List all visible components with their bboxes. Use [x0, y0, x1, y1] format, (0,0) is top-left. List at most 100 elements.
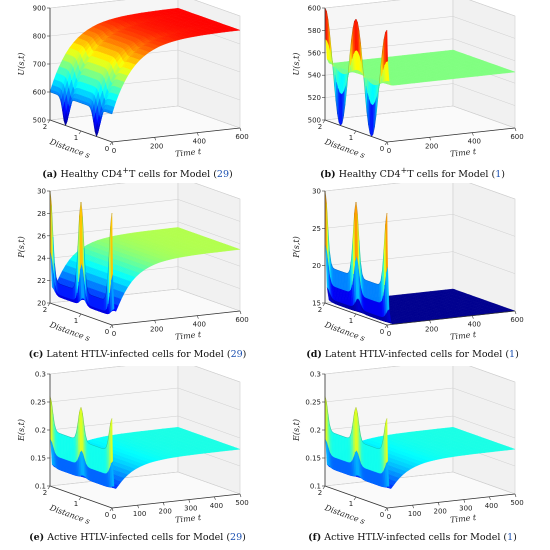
- s-tick-label: 2: [43, 306, 47, 314]
- s-tick: [353, 130, 357, 135]
- z-gridline: [324, 0, 516, 17]
- s-axis-label: Distance s: [323, 320, 367, 343]
- surface-plot: 5005205405605806000200400600012U(s,t)Tim…: [292, 0, 524, 160]
- z-gridline: [49, 199, 241, 222]
- z-tick-label: 25: [312, 225, 321, 233]
- surface-patch: [110, 212, 113, 280]
- t-axis-label: Time t: [450, 147, 478, 159]
- surface-mesh: [324, 190, 516, 325]
- s-axis-label: Distance s: [323, 137, 367, 160]
- z-gridline: [49, 387, 241, 411]
- back-wall-right: [177, 366, 241, 495]
- s-tick-label: 2: [43, 123, 47, 131]
- model-reference-link[interactable]: 1: [509, 349, 516, 360]
- t-tick: [514, 310, 517, 315]
- s-tick: [78, 130, 82, 135]
- s-axis-label: Distance s: [48, 320, 92, 343]
- z-gridline: [324, 38, 516, 62]
- z-tick-label: 500: [308, 117, 321, 125]
- t-tick: [111, 141, 114, 146]
- caption-text: Latent HTLV-infected cells for Model (: [324, 349, 510, 360]
- initial-profile-curve: [324, 7, 388, 137]
- panel-label: (b): [320, 169, 336, 181]
- model-reference-link[interactable]: 29: [230, 349, 243, 360]
- s-tick: [109, 324, 113, 329]
- plot-box: 0.10.150.20.250.30 100 200 300 400 500012E(s,…: [17, 366, 249, 526]
- t-tick: [386, 141, 389, 146]
- caption-text: Latent HTLV-infected cells for Model (: [46, 349, 231, 360]
- back-wall-right: [452, 183, 516, 312]
- caption-superscript: +: [400, 166, 408, 175]
- surface-plot: 0.10.150.20.250.30 100 200 300 400 500012E(s,…: [17, 366, 249, 526]
- s-tick: [353, 313, 357, 318]
- z-tick-label: 20: [37, 300, 46, 308]
- t-tick: [472, 315, 474, 319]
- t-tick: [154, 320, 156, 324]
- s-tick: [109, 141, 113, 146]
- caption-tail: T cells for Model (: [407, 169, 496, 181]
- figure-caption: (b) Healthy CD4+T cells for Model (1): [275, 166, 550, 180]
- z-gridline: [49, 366, 241, 383]
- z-tick-label: 500: [33, 117, 46, 125]
- initial-profile-curve: [49, 190, 113, 300]
- z-tick-label: 700: [33, 61, 46, 69]
- z-axis-label: U(s,t): [17, 53, 26, 76]
- s-tick-label: 2: [318, 123, 322, 131]
- s-tick-label: 1: [74, 134, 78, 142]
- initial-profile-curve: [324, 190, 388, 285]
- z-tick-label: 520: [308, 94, 321, 102]
- model-reference-link[interactable]: 1: [495, 169, 502, 181]
- t-tick: [239, 127, 242, 132]
- s-tick: [78, 313, 82, 318]
- z-tick-label: 580: [308, 27, 321, 35]
- z-gridline: [49, 183, 241, 200]
- s-tick-label: 0: [105, 145, 109, 153]
- t-tick: [197, 315, 199, 319]
- s-tick-label: 0: [380, 328, 384, 336]
- surface-mesh: [49, 396, 241, 490]
- z-tick-label: 24: [37, 255, 46, 263]
- z-axis-label: P(s,t): [292, 236, 301, 259]
- t-tick-label: 600: [235, 316, 248, 324]
- t-tick: [429, 320, 431, 324]
- caption-text: Healthy CD4: [60, 169, 123, 181]
- time-axis: [386, 310, 516, 326]
- z-gridline: [324, 16, 516, 39]
- s-tick: [47, 302, 51, 307]
- t-tick-label: 0: [112, 330, 116, 338]
- caption-end: ): [229, 169, 233, 181]
- z-gridline: [324, 183, 516, 200]
- z-tick-label: 600: [308, 5, 321, 13]
- s-tick-label: 0: [380, 145, 384, 153]
- t-axis-label: Time t: [175, 147, 203, 159]
- model-reference-link[interactable]: 29: [216, 169, 230, 181]
- t-tick-label: 200: [150, 142, 163, 150]
- t-tick-label: 400: [468, 138, 481, 146]
- surface-patch: [110, 110, 113, 115]
- t-tick: [429, 137, 431, 141]
- t-tick-label: 0: [387, 147, 391, 155]
- z-tick-label: 30: [312, 188, 321, 196]
- z-gridline: [49, 221, 241, 245]
- s-tick-label: 1: [349, 134, 353, 142]
- z-axis-label: U(s,t): [292, 53, 301, 76]
- s-tick: [322, 302, 326, 307]
- panel-label: (c): [28, 349, 44, 360]
- t-axis-label: Time t: [450, 330, 478, 342]
- t-tick: [386, 324, 389, 329]
- z-gridline: [324, 214, 516, 237]
- t-tick-label: 400: [193, 138, 206, 146]
- z-tick-label: 800: [33, 33, 46, 41]
- t-tick: [111, 324, 114, 329]
- surface-mesh: [49, 190, 241, 315]
- t-tick-label: 0: [112, 147, 116, 155]
- z-tick-label: 540: [308, 72, 321, 80]
- time-axis: [386, 127, 516, 143]
- t-axis-label: Time t: [175, 330, 203, 342]
- z-tick-label: 26: [37, 232, 46, 240]
- time-axis: [111, 310, 241, 326]
- surface-plot-panel: 20 22 24 26 28 30 0 200 400 600 0 1 2 P(s,t) Time t Dis…: [0, 183, 275, 366]
- t-tick-label: 200: [150, 325, 163, 333]
